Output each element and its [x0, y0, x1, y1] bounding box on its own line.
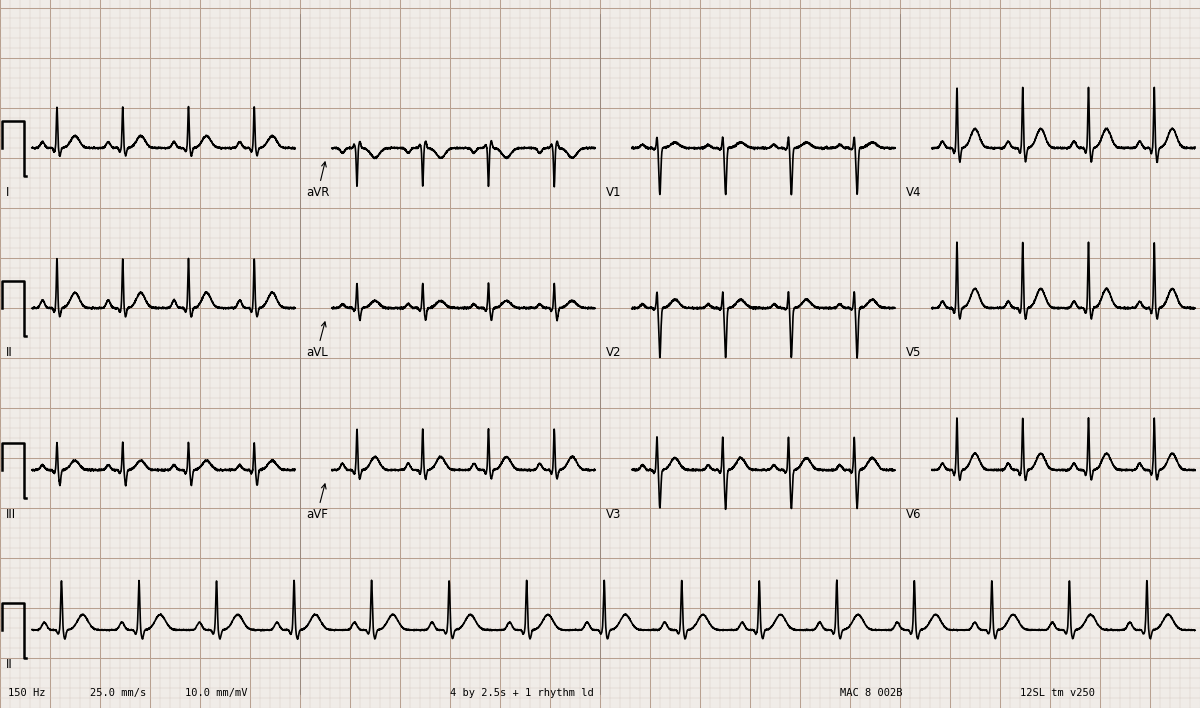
- Text: I: I: [6, 186, 10, 199]
- Text: aVL: aVL: [306, 322, 328, 359]
- Text: V2: V2: [606, 346, 622, 359]
- Text: II: II: [6, 346, 13, 359]
- Text: III: III: [6, 508, 16, 521]
- Text: 25.0 mm/s: 25.0 mm/s: [90, 688, 146, 698]
- Text: II: II: [6, 658, 13, 671]
- Text: aVF: aVF: [306, 484, 328, 521]
- Text: 150 Hz: 150 Hz: [8, 688, 46, 698]
- Text: V3: V3: [606, 508, 622, 521]
- Text: 10.0 mm/mV: 10.0 mm/mV: [185, 688, 247, 698]
- Text: MAC 8 002B: MAC 8 002B: [840, 688, 902, 698]
- Text: V4: V4: [906, 186, 922, 199]
- Text: V6: V6: [906, 508, 922, 521]
- Text: V1: V1: [606, 186, 622, 199]
- Text: aVR: aVR: [306, 162, 329, 199]
- Text: V5: V5: [906, 346, 922, 359]
- Text: 4 by 2.5s + 1 rhythm ld: 4 by 2.5s + 1 rhythm ld: [450, 688, 594, 698]
- Text: 12SL tm v250: 12SL tm v250: [1020, 688, 1096, 698]
